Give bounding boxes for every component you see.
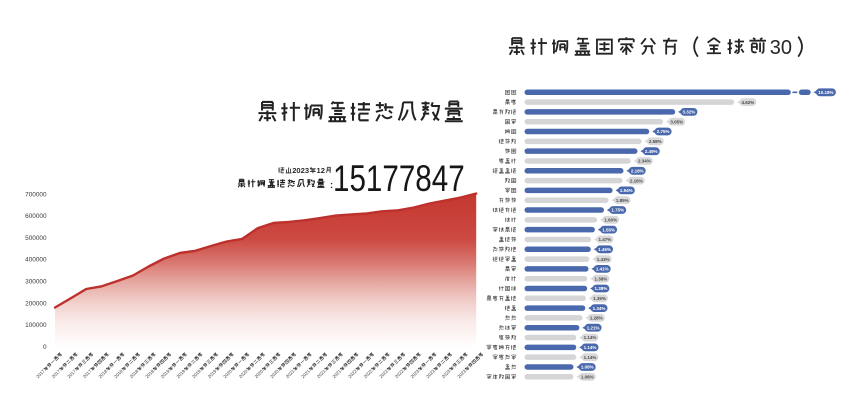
svg-text:2022: 2022 <box>363 368 374 379</box>
svg-text:1.08%: 1.08% <box>581 365 594 370</box>
svg-text:2021: 2021 <box>300 368 311 379</box>
svg-text:100000: 100000 <box>25 322 47 329</box>
svg-text:2.18%: 2.18% <box>631 169 644 174</box>
svg-text:2.58%: 2.58% <box>649 139 662 144</box>
svg-text:1.35%: 1.35% <box>593 296 606 301</box>
svg-text:2020: 2020 <box>238 368 249 379</box>
svg-text:2020: 2020 <box>269 368 280 379</box>
svg-text:2023: 2023 <box>410 368 421 379</box>
svg-text:10.18%: 10.18% <box>818 90 833 95</box>
svg-text:700000: 700000 <box>25 191 47 198</box>
svg-text:200000: 200000 <box>25 300 47 307</box>
svg-text:1.38%: 1.38% <box>595 276 608 281</box>
svg-text:1.14%: 1.14% <box>584 355 597 360</box>
svg-text:2019: 2019 <box>207 368 218 379</box>
svg-text:1.46%: 1.46% <box>598 247 611 252</box>
svg-text:2022: 2022 <box>378 368 389 379</box>
svg-text:1.55%: 1.55% <box>602 227 615 232</box>
svg-text:1.47%: 1.47% <box>599 237 612 242</box>
svg-text:2017: 2017 <box>51 368 62 379</box>
svg-text:2.75%: 2.75% <box>657 129 670 134</box>
svg-text:2018: 2018 <box>98 368 109 379</box>
svg-text:2.34%: 2.34% <box>638 159 651 164</box>
svg-text:300000: 300000 <box>25 279 47 286</box>
svg-text:12: 12 <box>317 166 325 175</box>
svg-text:2023: 2023 <box>456 368 467 379</box>
svg-text:2017: 2017 <box>66 368 77 379</box>
svg-text:400000: 400000 <box>25 257 47 264</box>
svg-text:2019: 2019 <box>160 368 171 379</box>
svg-text:2020: 2020 <box>254 368 265 379</box>
svg-text:500000: 500000 <box>25 235 47 242</box>
svg-text:2018: 2018 <box>129 368 140 379</box>
svg-text:2023: 2023 <box>441 368 452 379</box>
svg-text:2022: 2022 <box>394 368 405 379</box>
svg-text:1.28%: 1.28% <box>590 316 603 321</box>
svg-text:1.75%: 1.75% <box>611 208 624 213</box>
svg-text:2021: 2021 <box>285 368 296 379</box>
svg-text:2022: 2022 <box>347 368 358 379</box>
svg-text:2.16%: 2.16% <box>630 178 643 183</box>
svg-text:2019: 2019 <box>191 368 202 379</box>
svg-text:2023: 2023 <box>292 166 309 175</box>
svg-text:2021: 2021 <box>316 368 327 379</box>
svg-text:2018: 2018 <box>113 368 124 379</box>
svg-text:30: 30 <box>770 37 792 59</box>
svg-text:2019: 2019 <box>176 368 187 379</box>
svg-text:2021: 2021 <box>332 368 343 379</box>
svg-text:2017: 2017 <box>35 368 46 379</box>
svg-text:1.14%: 1.14% <box>584 345 597 350</box>
svg-text:2023: 2023 <box>425 368 436 379</box>
svg-text:1.34%: 1.34% <box>593 306 606 311</box>
svg-text:1.41%: 1.41% <box>596 267 609 272</box>
svg-text:3.32%: 3.32% <box>683 110 696 115</box>
svg-text:4.62%: 4.62% <box>742 100 755 105</box>
svg-text:1.85%: 1.85% <box>616 198 629 203</box>
svg-text:1.60%: 1.60% <box>604 218 617 223</box>
svg-text:15177847: 15177847 <box>333 159 465 200</box>
svg-text:2017: 2017 <box>82 368 93 379</box>
svg-text::: : <box>330 180 333 190</box>
svg-text:2.49%: 2.49% <box>645 149 658 154</box>
svg-text:1.21%: 1.21% <box>587 325 600 330</box>
svg-text:1.38%: 1.38% <box>595 286 608 291</box>
svg-text:1.14%: 1.14% <box>584 335 597 340</box>
svg-text:1.94%: 1.94% <box>620 188 633 193</box>
svg-text:1.43%: 1.43% <box>597 257 610 262</box>
svg-text:2020: 2020 <box>222 368 233 379</box>
svg-text:0: 0 <box>43 344 47 351</box>
svg-text:600000: 600000 <box>25 213 47 220</box>
svg-text:1.08%: 1.08% <box>581 375 594 380</box>
svg-text:2018: 2018 <box>144 368 155 379</box>
svg-text:3.05%: 3.05% <box>670 119 683 124</box>
